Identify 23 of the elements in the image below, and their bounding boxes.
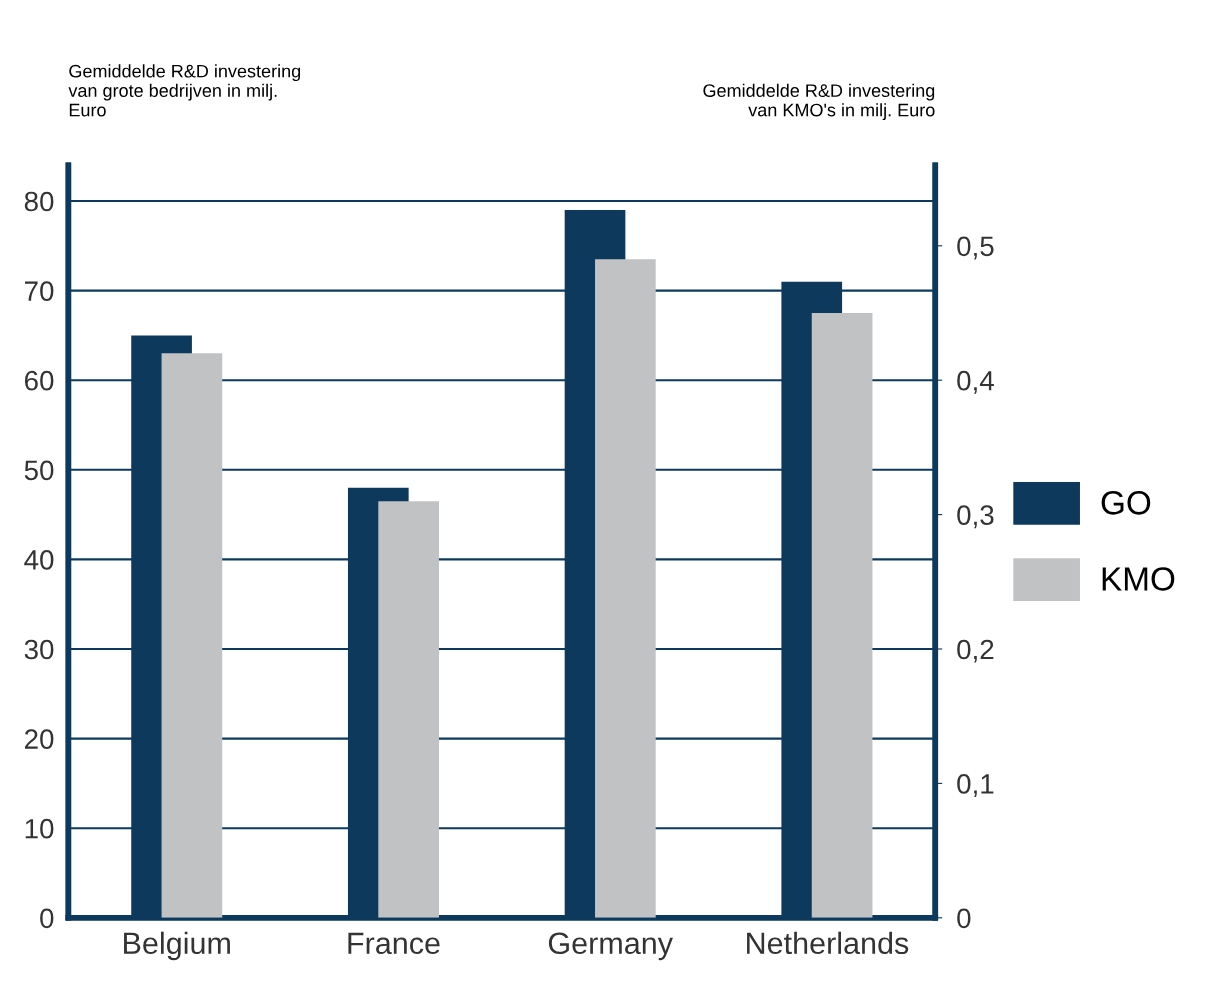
- x-tick-label: France: [348, 932, 440, 955]
- legend-label: GO: [1101, 491, 1151, 515]
- y-axis-title: Gemiddelde R&D investering van grote bedrijven in milj. Euro: [68, 64, 301, 117]
- y2-tick-label: 0: [957, 908, 971, 929]
- y2-tick-label: 0,4: [957, 370, 994, 394]
- y-tick-label: 70: [25, 281, 54, 301]
- y2-tick-label: 0,5: [957, 236, 994, 260]
- legend-label: KMO: [1102, 567, 1175, 591]
- y-tick-label: 50: [24, 460, 54, 481]
- y-tick-label: 0: [40, 908, 54, 929]
- y-tick-label: 10: [25, 818, 54, 839]
- y2-axis-title: Gemiddelde R&D investering van KMO's in milj. Euro: [703, 83, 935, 121]
- y-tick-label: 60: [25, 370, 54, 391]
- x-tick-label: Belgium: [124, 931, 230, 961]
- y2-tick-label: 0,3: [957, 505, 994, 529]
- y-tick-label: 40: [24, 550, 54, 570]
- y-tick-label: 80: [24, 191, 54, 212]
- y2-tick-label: 0,1: [957, 774, 994, 798]
- x-tick-label: Germany: [548, 932, 673, 961]
- y-tick-label: 30: [24, 639, 54, 660]
- y-tick-label: 20: [24, 729, 54, 749]
- x-tick-label: Netherlands: [747, 931, 909, 955]
- y2-tick-label: 0,2: [957, 639, 994, 663]
